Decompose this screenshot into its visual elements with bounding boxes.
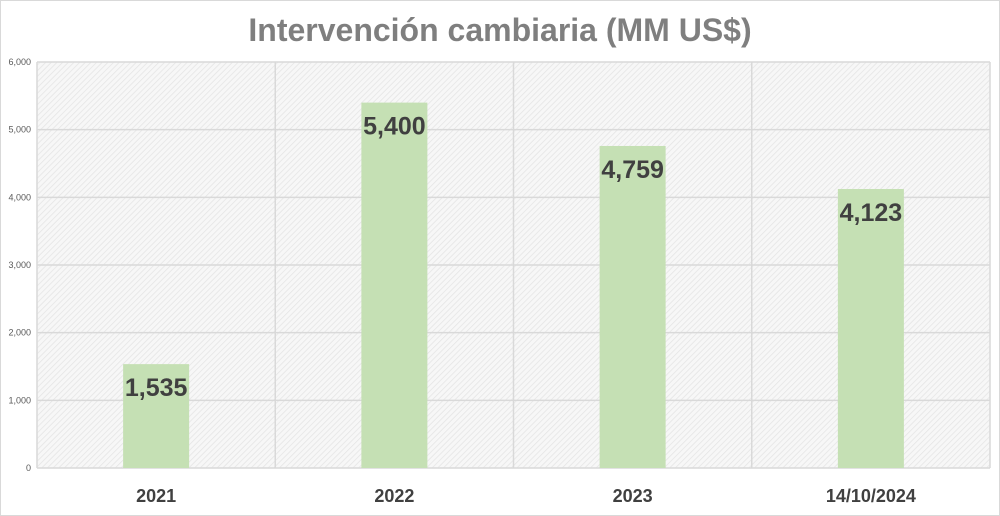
y-tick-label: 0: [26, 463, 31, 473]
x-tick-label: 14/10/2024: [826, 486, 916, 506]
x-tick-label: 2022: [374, 486, 414, 506]
y-tick-label: 3,000: [8, 260, 31, 270]
y-tick-label: 6,000: [8, 57, 31, 67]
bar-2023: [599, 145, 666, 468]
bar-14/10/2024: [837, 189, 904, 469]
y-tick-label: 2,000: [8, 328, 31, 338]
chart-title: Intervención cambiaria (MM US$): [248, 12, 752, 48]
y-tick-label: 4,000: [8, 192, 31, 202]
data-label: 5,400: [363, 113, 426, 141]
data-label: 4,123: [840, 199, 903, 227]
y-tick-label: 1,000: [8, 395, 31, 405]
bar-2021: [123, 364, 190, 468]
x-tick-label: 2021: [136, 486, 176, 506]
bar-2022: [361, 102, 428, 468]
data-label: 4,759: [601, 156, 664, 184]
y-tick-label: 5,000: [8, 125, 31, 135]
x-tick-label: 2023: [613, 486, 653, 506]
data-label: 1,535: [125, 374, 188, 402]
